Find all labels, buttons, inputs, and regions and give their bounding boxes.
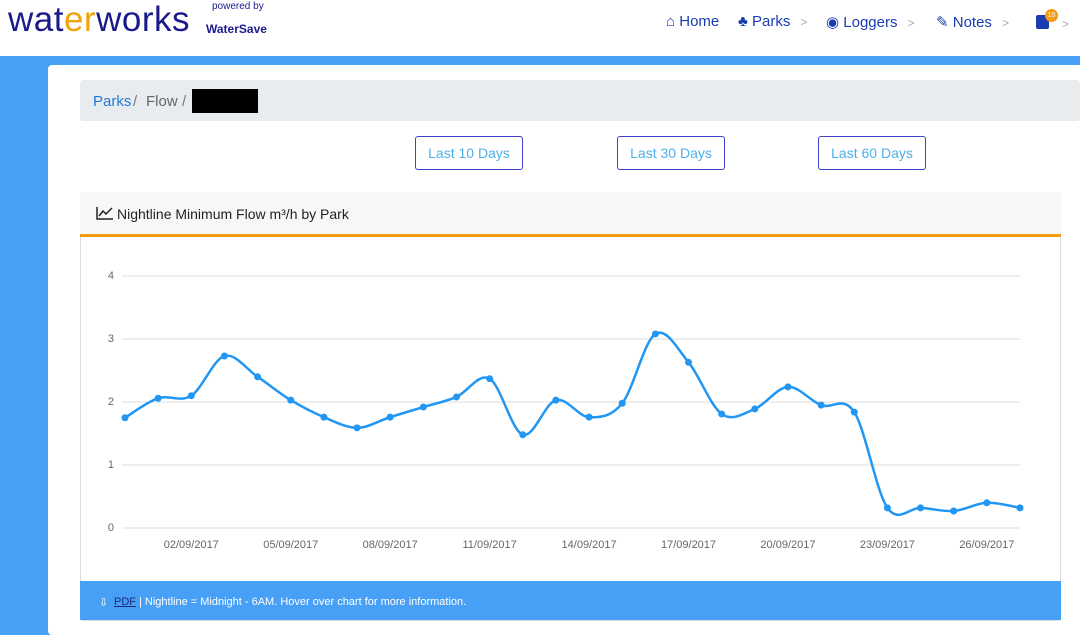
breadcrumb-link[interactable]: Parks	[93, 93, 132, 110]
point	[386, 413, 394, 421]
point	[685, 358, 693, 366]
point	[519, 431, 527, 439]
point	[220, 352, 228, 360]
powered-by: powered by	[212, 1, 264, 12]
logo-text: er	[63, 0, 97, 39]
point	[287, 396, 295, 404]
chevron: >	[1062, 17, 1070, 31]
point	[751, 405, 759, 413]
nav-home[interactable]: ⌂ Home	[666, 13, 720, 30]
badge: 10	[1045, 9, 1058, 22]
brand: WaterSave	[206, 22, 267, 36]
x-tick-label: 20/09/2017	[760, 539, 815, 551]
point	[419, 403, 427, 411]
y-tick-label: 0	[108, 522, 114, 534]
line	[124, 331, 1021, 516]
nav-label: Loggers	[843, 14, 898, 31]
x-tick-label: 05/09/2017	[263, 539, 318, 551]
x-tick-label: 23/09/2017	[860, 539, 915, 551]
pdf-link[interactable]: PDF	[114, 596, 136, 608]
card-footer	[80, 581, 1061, 620]
point	[718, 410, 726, 418]
point	[320, 413, 328, 421]
x-tick-label: 02/09/2017	[164, 539, 219, 551]
nav-loggers[interactable]: ◉ Loggers >	[826, 14, 915, 31]
separator: /	[133, 93, 138, 110]
card-header	[80, 192, 1061, 237]
y-tick-label: 3	[108, 333, 114, 345]
x-tick-label: 08/09/2017	[363, 539, 418, 551]
nav-parks[interactable]: ♣ Parks >	[738, 13, 808, 30]
point	[883, 504, 891, 512]
nav-label: Parks	[752, 13, 791, 30]
point	[850, 408, 858, 416]
point	[154, 394, 162, 402]
nav-label: Home	[679, 13, 720, 30]
point	[917, 504, 925, 512]
y-tick-label: 2	[108, 396, 114, 408]
point	[983, 499, 991, 507]
point	[618, 399, 626, 407]
range-button[interactable]: Last 30 Days	[617, 136, 725, 170]
logo[interactable]: waterworks	[8, 0, 190, 40]
point	[552, 396, 560, 404]
x-tick-label: 11/09/2017	[463, 539, 517, 551]
breadcrumb-item[interactable]: Flow	[146, 93, 178, 110]
footer-text: | Nightline = Midnight - 6AM. Hover over…	[139, 596, 467, 608]
y-tick-label: 1	[108, 459, 114, 471]
nav-label: Notes	[952, 14, 992, 31]
point	[486, 375, 494, 383]
point	[585, 413, 593, 421]
top-bar	[0, 0, 1080, 56]
point	[254, 373, 262, 381]
point	[187, 392, 195, 400]
range-button[interactable]: Last 10 Days	[415, 136, 523, 170]
point	[121, 414, 129, 422]
redacted	[192, 89, 258, 113]
nav-notes[interactable]: ✎ Notes >	[936, 14, 1009, 31]
point	[817, 401, 825, 409]
separator: /	[182, 93, 187, 110]
point	[353, 424, 361, 432]
logo-text: works	[96, 0, 190, 39]
range-button[interactable]: Last 60 Days	[818, 136, 926, 170]
point	[651, 330, 659, 338]
chart-icon	[96, 207, 113, 220]
download-icon: ⇩	[99, 597, 109, 609]
y-tick-label: 4	[108, 270, 114, 282]
point	[784, 383, 792, 391]
card-title: Nightline Minimum Flow m³/h by Park	[117, 206, 349, 222]
logo-text: wat	[8, 0, 64, 39]
point	[950, 507, 958, 515]
x-tick-label: 14/09/2017	[562, 539, 617, 551]
point	[452, 393, 460, 401]
point	[1016, 504, 1024, 512]
x-tick-label: 26/09/2017	[959, 539, 1014, 551]
x-tick-label: 17/09/2017	[661, 539, 716, 551]
